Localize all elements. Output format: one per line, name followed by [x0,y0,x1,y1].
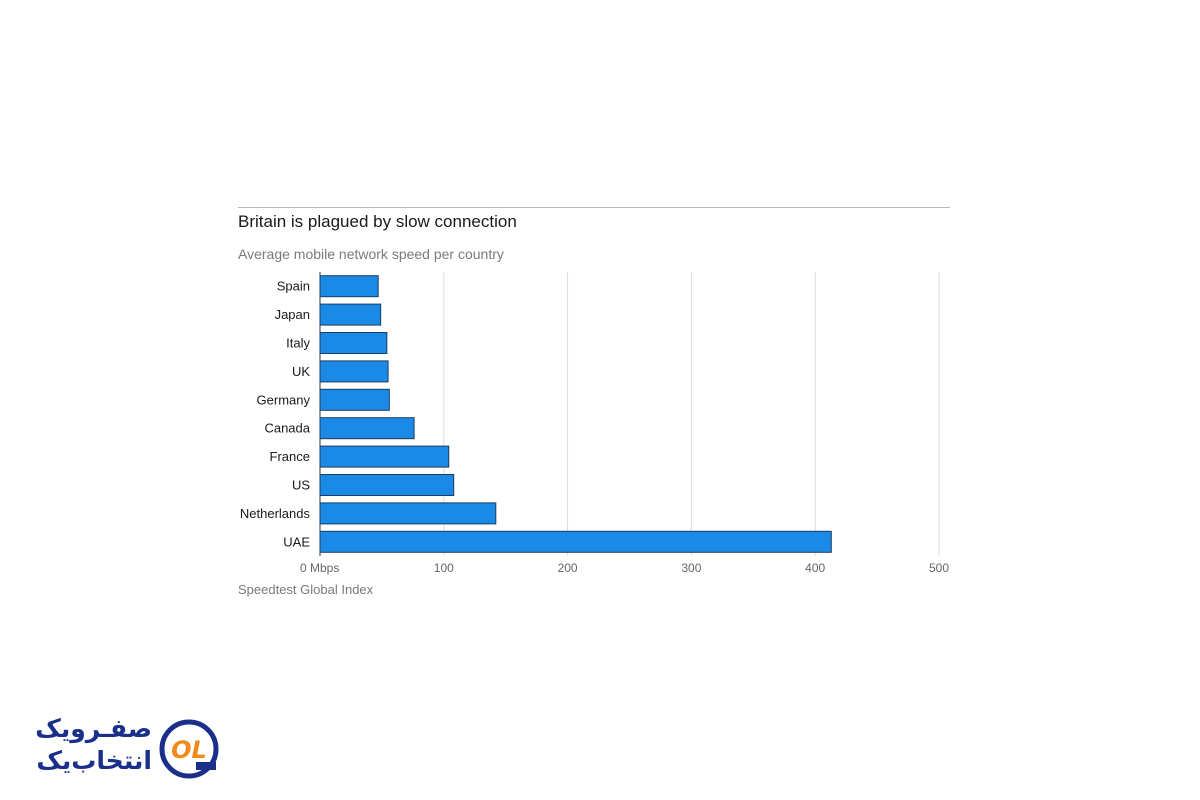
x-tick-label: 400 [805,561,825,575]
x-tick-labels: 0 Mbps 100 200 300 400 500 [300,561,949,575]
x-tick-label: 0 Mbps [300,561,339,575]
category-label: Netherlands [240,506,311,521]
x-tick-label: 100 [434,561,454,575]
category-label: Spain [277,279,310,294]
category-label: France [270,449,310,464]
logo-mark-text: OL [171,736,207,764]
category-label: Canada [264,421,310,436]
bar-japan [319,303,382,326]
x-tick-label: 500 [929,561,949,575]
chart-source: Speedtest Global Index [238,582,374,597]
bar-netherlands [319,502,497,525]
bars [319,275,832,553]
bar-italy [319,332,388,354]
chart-subtitle: Average mobile network speed per country [238,246,504,262]
category-label: Italy [286,336,310,351]
bar-uk [319,360,389,383]
logo-tail [196,762,216,770]
category-label: UAE [283,534,310,549]
bar-france [319,445,450,468]
logo-text-line1: صفـرویک [35,714,152,743]
bar-canada [319,417,415,440]
category-label: Germany [257,392,311,407]
category-label: US [292,478,310,493]
logo-mark-icon: OL [159,719,219,779]
logo-text-line2: انتخاب‌یک [36,746,152,775]
chart-title: Britain is plagued by slow connection [238,212,517,231]
bar-us [319,474,455,496]
x-tick-label: 200 [558,561,578,575]
bar-spain [319,275,379,298]
category-labels: Spain Japan Italy UK Germany Canada France US Ne… [240,279,311,550]
chart-top-rule [238,207,950,208]
bar-germany [319,388,390,411]
bar-uae [319,530,832,553]
category-label: Japan [275,307,310,322]
brand-logo: صفـرویک انتخاب‌یک OL [30,714,220,784]
logo-ring [159,719,219,779]
x-tick-label: 300 [681,561,701,575]
category-label: UK [292,364,310,379]
